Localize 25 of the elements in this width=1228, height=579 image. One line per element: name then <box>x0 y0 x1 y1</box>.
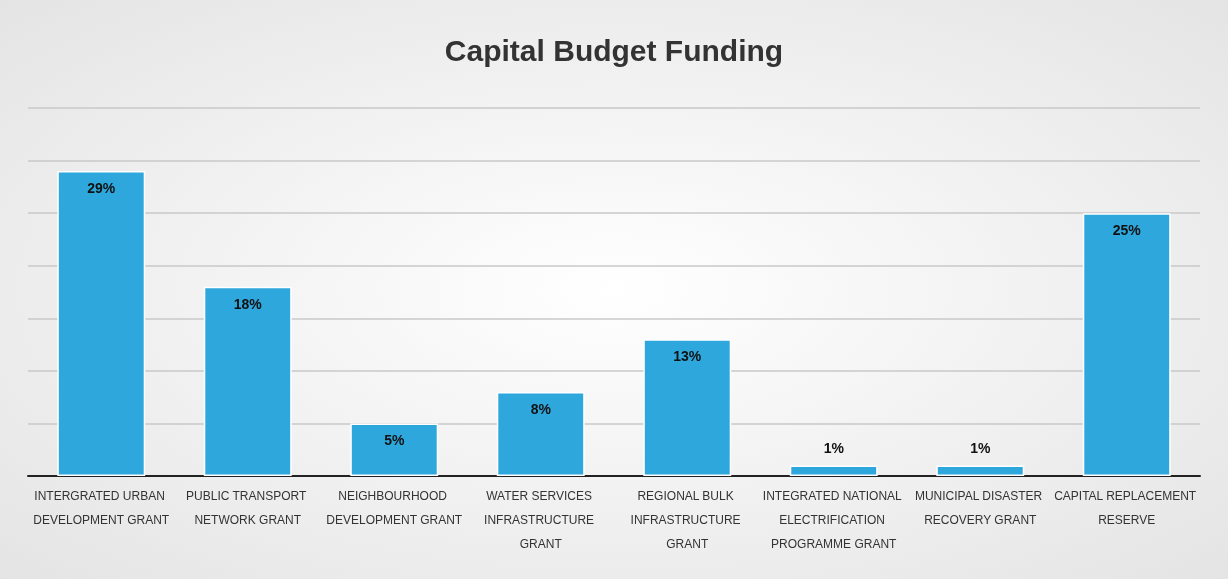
data-label: 1% <box>823 440 845 457</box>
x-tick-label: PUBLIC TRANSPORT NETWORK GRANT <box>186 489 310 527</box>
bar <box>57 171 146 476</box>
chart-title: Capital Budget Funding <box>444 33 784 67</box>
x-tick-label: CAPITAL REPLACEMENT RESERVE <box>1054 489 1200 527</box>
bar <box>350 423 439 476</box>
x-tick-label: INTERGRATED URBAN DEVELOPMENT GRANT <box>33 489 170 527</box>
data-label: 5% <box>384 432 405 449</box>
bar <box>203 286 292 476</box>
data-label: 1% <box>970 440 991 457</box>
x-tick-label: INTEGRATED NATIONAL ELECTRIFICATION PROGRAMME GRANT <box>762 489 905 551</box>
bar <box>1082 213 1171 476</box>
data-label: 18% <box>233 295 263 312</box>
x-tick-label: NEIGHBOURHOOD DEVELOPMENT GRANT <box>326 489 463 527</box>
data-label: 29% <box>87 180 116 197</box>
x-tick-label: WATER SERVICES INFRASTRUCTURE GRANT <box>484 489 598 551</box>
data-label: 25% <box>1112 222 1142 239</box>
bar <box>643 339 732 476</box>
x-tick-label: MUNICIPAL DISASTER RECOVERY GRANT <box>914 489 1046 527</box>
bar <box>936 465 1025 476</box>
x-tick-label: REGIONAL BULK INFRASTRUCTURE GRANT <box>630 489 744 551</box>
data-label: 8% <box>530 400 552 417</box>
bar <box>789 465 878 476</box>
data-label: 13% <box>673 348 702 365</box>
bar <box>496 391 585 476</box>
